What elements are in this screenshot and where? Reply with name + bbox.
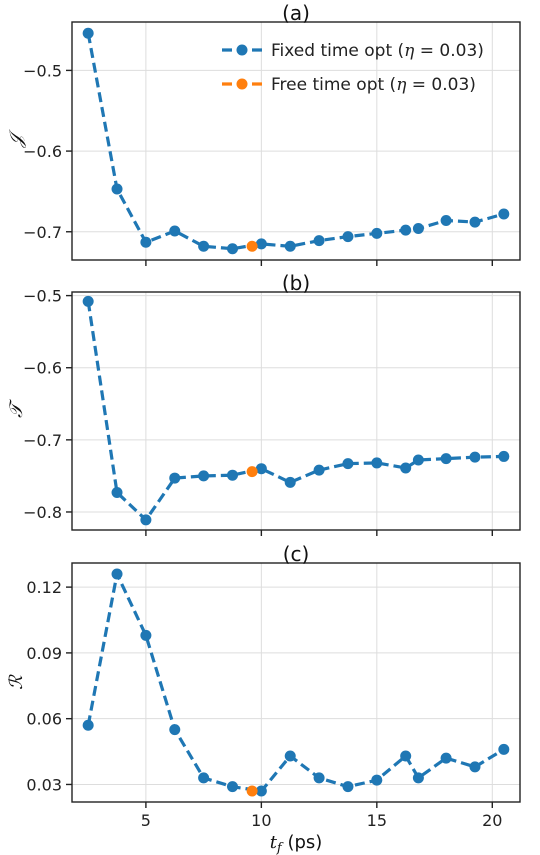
series-free-time [246, 466, 258, 478]
y-tick-label: −0.5 [23, 287, 62, 306]
data-point [412, 772, 424, 784]
series-free-time [246, 240, 258, 252]
series-fixed-time [82, 27, 510, 255]
data-point [246, 785, 258, 797]
axes-frame [71, 21, 521, 261]
data-point [412, 454, 424, 466]
y-tick-label: 0.06 [26, 710, 62, 729]
panel-title: (a) [282, 1, 310, 25]
panel-c: 0.03 0.06 0.09 0.12 5 10 15 20 (c) ℛtf (ps) [6, 542, 521, 855]
data-point [469, 216, 481, 228]
series-line [86, 33, 505, 251]
series-line [86, 301, 504, 523]
data-point [82, 27, 94, 39]
series-fixed-time [82, 295, 510, 526]
panel-title: (b) [282, 271, 310, 295]
y-axis-label: ℛ [6, 674, 27, 690]
data-point [313, 772, 325, 784]
data-point [226, 781, 238, 793]
y-tick-label: −0.8 [23, 503, 62, 522]
y-tick-label: 0.09 [26, 644, 62, 663]
series-free-time [246, 785, 258, 797]
data-point [498, 208, 510, 220]
data-point [198, 240, 210, 252]
y-tick-label: −0.6 [23, 359, 62, 378]
x-tick-label: 15 [367, 811, 387, 830]
data-point [284, 476, 296, 488]
data-point [440, 453, 452, 465]
x-tick-label: 5 [141, 811, 151, 830]
legend-swatch-marker [236, 44, 248, 56]
data-point [342, 231, 354, 243]
data-point [469, 761, 481, 773]
legend: Fixed time opt (η = 0.03) Free time opt (… [222, 41, 484, 95]
data-point [284, 750, 296, 762]
data-point [255, 463, 267, 475]
data-point [284, 240, 296, 252]
data-point [226, 469, 238, 481]
y-tick-label: −0.6 [23, 142, 62, 161]
y-tick-label: −0.7 [23, 223, 62, 242]
y-tick-label: 0.03 [26, 775, 62, 794]
data-point [169, 472, 181, 484]
data-point [342, 458, 354, 470]
data-point [255, 238, 267, 250]
x-tick-label: 20 [482, 811, 502, 830]
legend-label: Fixed time opt (η = 0.03) [271, 41, 484, 61]
data-point [412, 223, 424, 235]
data-point [198, 470, 210, 482]
data-point [111, 183, 123, 195]
panel-title: (c) [283, 542, 310, 566]
legend-swatch-marker [236, 78, 248, 90]
data-point [140, 514, 152, 526]
series-line [86, 568, 505, 793]
data-point [111, 486, 123, 498]
data-point [371, 774, 383, 786]
axes-frame [71, 291, 521, 531]
data-point [255, 785, 267, 797]
data-point [82, 295, 94, 307]
data-point [82, 719, 94, 731]
data-point [371, 457, 383, 469]
x-axis-label: tf (ps) [270, 832, 323, 855]
y-axis-label: 𝒥 [6, 128, 27, 148]
y-tick-label: 0.12 [26, 578, 62, 597]
data-point [226, 243, 238, 255]
data-point [246, 466, 258, 478]
data-point [169, 225, 181, 237]
data-point [400, 462, 412, 474]
data-point [140, 629, 152, 641]
y-tick-label: −0.7 [23, 431, 62, 450]
y-axis-label: 𝒯 [6, 399, 27, 418]
data-point [400, 750, 412, 762]
data-point [469, 451, 481, 463]
data-point [111, 568, 123, 580]
panel-a: −0.5 −0.6 −0.7 (a) 𝒥 Fixed time opt (η = 0.03… [6, 1, 521, 266]
series-fixed-time [82, 568, 510, 797]
legend-label: Free time opt (η = 0.03) [271, 75, 476, 95]
data-point [400, 224, 412, 236]
data-point [140, 236, 152, 248]
x-tick-label: 10 [251, 811, 271, 830]
data-point [313, 235, 325, 247]
data-point [498, 450, 510, 462]
y-tick-label: −0.5 [23, 61, 62, 80]
data-point [246, 240, 258, 252]
data-point [313, 464, 325, 476]
data-point [371, 227, 383, 239]
panel-b: −0.5 −0.6 −0.7 −0.8 (b) 𝒯 [6, 271, 521, 536]
data-point [440, 752, 452, 764]
data-point [198, 772, 210, 784]
axes-frame [71, 562, 521, 803]
data-point [342, 781, 354, 793]
data-point [169, 724, 181, 736]
data-point [440, 214, 452, 226]
data-point [498, 743, 510, 755]
